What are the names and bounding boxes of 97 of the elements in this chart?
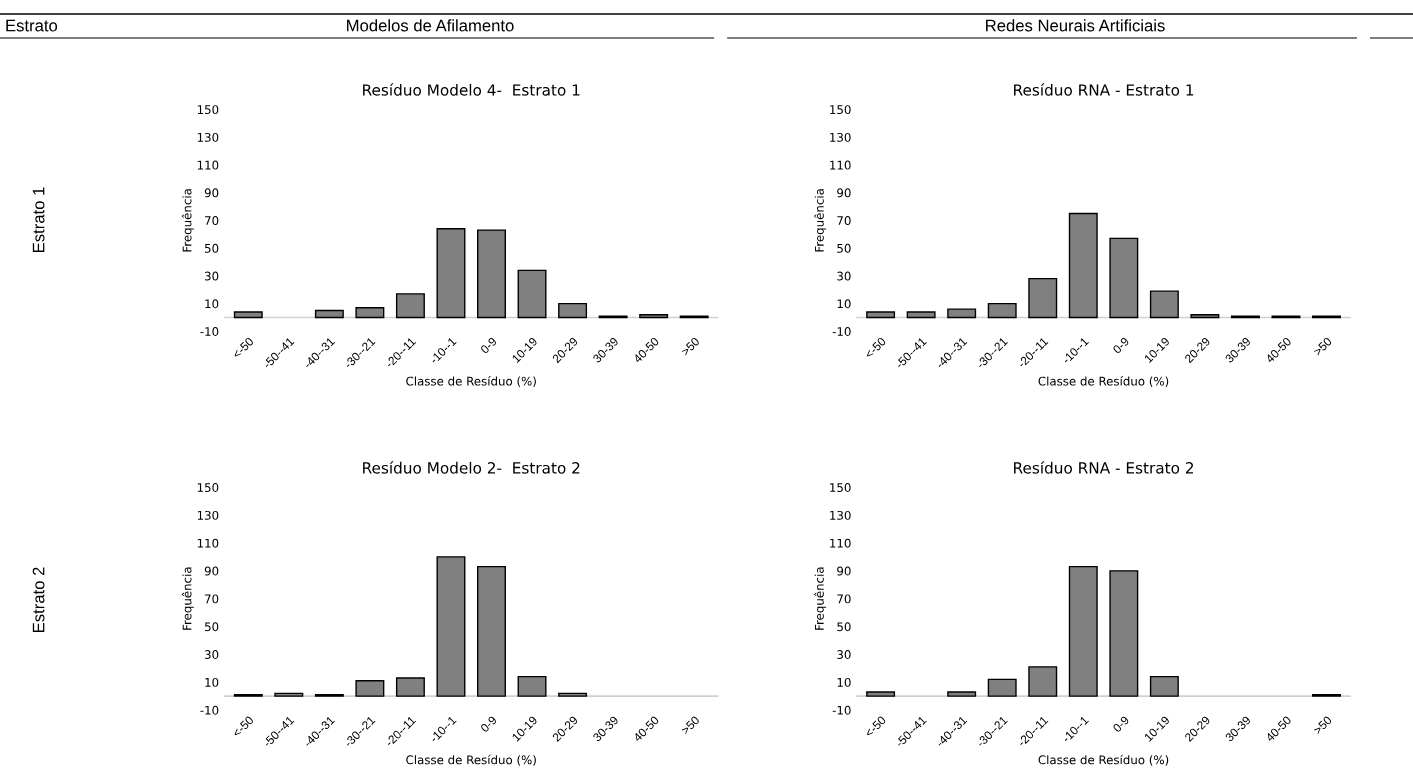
y-tick-label: 150 (197, 483, 219, 492)
y-tick-label: 50 (204, 622, 219, 632)
chart-title: Resíduo Modelo 2- Estrato 2 (363, 461, 580, 474)
bar (274, 692, 304, 697)
x-tick-label: >50 (680, 336, 700, 357)
y-tick-label: 10 (837, 299, 851, 309)
chart-title: Resíduo Modelo 4- Estrato 1 (363, 83, 580, 96)
bar (639, 314, 669, 319)
x-tick-label: >50 (1312, 715, 1333, 735)
y-tick-label: 130 (197, 510, 219, 520)
bar (558, 692, 588, 697)
x-tick-label: <-50 (231, 715, 255, 738)
bar (1109, 237, 1139, 319)
bar (1068, 212, 1098, 319)
bar (947, 308, 977, 319)
text: Estrato (6, 19, 58, 32)
y-tick-label: 10 (205, 677, 219, 687)
y-axis-title: Frequência (814, 189, 827, 252)
bar (233, 311, 263, 319)
x-axis-title: Classe de Resíduo (%) (1038, 375, 1169, 387)
text: Estrato 1 (32, 187, 45, 252)
y-tick-label: 130 (197, 132, 219, 142)
bar (1149, 290, 1179, 319)
x-tick-label: >50 (680, 715, 700, 735)
text: Modelos de Afilamento (347, 19, 514, 32)
bar (477, 565, 506, 697)
y-tick-label: 150 (830, 105, 851, 115)
text: Estrato 2 (32, 567, 45, 632)
y-axis-title: Frequência (814, 567, 827, 630)
y-tick-label: 30 (204, 650, 219, 660)
y-tick-label: 130 (830, 510, 851, 520)
y-tick-label: 30 (204, 271, 219, 281)
bar (395, 677, 425, 697)
bar (1109, 570, 1139, 697)
bar (987, 678, 1017, 697)
x-tick-label: 0-9 (1112, 715, 1130, 733)
bar (436, 556, 466, 697)
y-tick-label: -10 (200, 327, 219, 337)
y-tick-label: 10 (205, 299, 219, 309)
y-axis-title: Frequência (181, 567, 194, 630)
bar (355, 307, 385, 319)
y-tick-label: 90 (837, 188, 851, 198)
bar (1149, 675, 1179, 697)
bar (947, 691, 977, 697)
y-tick-label: 130 (830, 132, 851, 142)
y-tick-label: 30 (837, 271, 851, 281)
x-tick-label: >50 (1312, 336, 1333, 357)
x-axis-title: Classe de Resíduo (%) (1038, 754, 1169, 766)
y-tick-label: 50 (837, 622, 851, 632)
chart-title: Resíduo RNA - Estrato 1 (1014, 83, 1194, 96)
bar (866, 691, 896, 697)
y-tick-label: 110 (197, 160, 219, 170)
y-tick-label: 70 (837, 594, 851, 604)
y-tick-label: 70 (205, 594, 219, 604)
x-tick-label: <-50 (231, 336, 255, 359)
y-tick-label: 50 (837, 243, 851, 253)
y-tick-label: -10 (832, 705, 851, 715)
bar (355, 680, 385, 697)
y-tick-label: 110 (197, 538, 219, 548)
x-tick-label: <-50 (864, 336, 887, 359)
y-tick-label: 110 (830, 538, 851, 548)
bar (517, 269, 547, 319)
bar (477, 229, 506, 319)
y-tick-label: 30 (837, 650, 851, 660)
y-tick-label: 70 (205, 216, 219, 226)
bar (314, 309, 344, 319)
x-tick-label: 0-9 (479, 336, 498, 355)
bar (558, 302, 588, 319)
x-axis-title: Classe de Resíduo (%) (406, 375, 536, 387)
bar (436, 228, 466, 319)
chart-title: Resíduo RNA - Estrato 2 (1014, 461, 1194, 474)
bar (866, 311, 896, 319)
bar (517, 675, 547, 697)
y-axis-title: Frequência (181, 189, 194, 252)
y-tick-label: 50 (204, 243, 219, 253)
x-tick-label: 0-9 (1112, 336, 1130, 355)
bar (1028, 277, 1058, 319)
x-axis-title: Classe de Resíduo (%) (406, 754, 536, 766)
y-tick-label: 150 (830, 483, 851, 492)
y-tick-label: -10 (200, 705, 219, 715)
bar (1028, 666, 1058, 697)
y-tick-label: 110 (830, 160, 851, 170)
y-tick-label: 70 (837, 216, 851, 226)
x-tick-label: <-50 (864, 715, 887, 738)
y-tick-label: 90 (204, 566, 219, 576)
y-tick-label: 90 (837, 566, 851, 576)
y-tick-label: -10 (832, 327, 851, 337)
y-tick-label: 150 (197, 105, 219, 115)
bar (1190, 314, 1220, 319)
y-tick-label: 10 (837, 677, 851, 687)
y-tick-label: 90 (204, 188, 219, 198)
text: Redes Neurais Artificiais (986, 19, 1165, 32)
bar (395, 293, 425, 319)
x-tick-label: 0-9 (479, 715, 498, 733)
bar (987, 302, 1017, 319)
bar (906, 311, 936, 319)
bar (1068, 565, 1098, 697)
